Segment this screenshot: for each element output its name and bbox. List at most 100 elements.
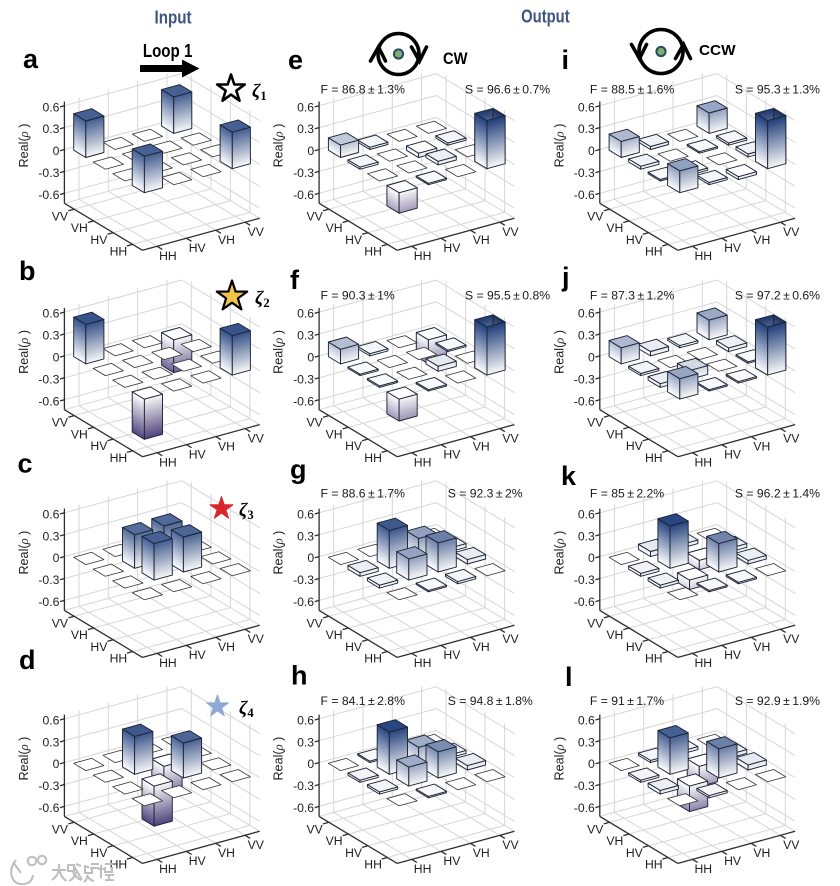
svg-text:Input: Input bbox=[155, 6, 192, 27]
svg-text:g: g bbox=[290, 455, 307, 485]
svg-text:S = 92.3 ± 2%: S = 92.3 ± 2% bbox=[448, 486, 523, 500]
svg-text:0.3: 0.3 bbox=[42, 122, 59, 136]
svg-text:-0.6: -0.6 bbox=[574, 394, 595, 408]
svg-text:HH: HH bbox=[110, 652, 128, 666]
svg-text:Real(ρ ): Real(ρ ) bbox=[17, 737, 31, 781]
svg-text:Real(ρ ): Real(ρ ) bbox=[272, 124, 286, 168]
svg-text:-0.6: -0.6 bbox=[38, 188, 59, 202]
svg-text:HV: HV bbox=[443, 241, 461, 255]
svg-text:VH: VH bbox=[753, 439, 770, 453]
svg-text:VV: VV bbox=[783, 431, 800, 445]
svg-text:CCW: CCW bbox=[699, 42, 736, 59]
svg-text:-0.6: -0.6 bbox=[574, 801, 595, 815]
svg-text:-0.3: -0.3 bbox=[38, 779, 59, 793]
svg-text:HH: HH bbox=[159, 656, 177, 670]
svg-text:Real(ρ ): Real(ρ ) bbox=[552, 737, 566, 781]
svg-text:HH: HH bbox=[414, 656, 432, 670]
svg-text:0.3: 0.3 bbox=[42, 735, 59, 749]
svg-text:HH: HH bbox=[694, 249, 712, 263]
svg-text:0.3: 0.3 bbox=[42, 329, 59, 343]
svg-text:VH: VH bbox=[218, 846, 235, 860]
svg-text:HH: HH bbox=[645, 245, 663, 259]
svg-text:HV: HV bbox=[189, 447, 207, 461]
svg-text:Real(ρ ): Real(ρ ) bbox=[552, 124, 566, 168]
svg-text:VV: VV bbox=[248, 838, 265, 852]
svg-text:VV: VV bbox=[52, 209, 69, 223]
svg-text:VH: VH bbox=[606, 427, 623, 441]
svg-text:VH: VH bbox=[71, 427, 88, 441]
svg-text:HH: HH bbox=[110, 245, 128, 259]
svg-text:F = 88.5 ± 1.6%: F = 88.5 ± 1.6% bbox=[590, 83, 675, 97]
svg-text:HV: HV bbox=[90, 640, 108, 654]
svg-text:HH: HH bbox=[414, 456, 432, 470]
svg-text:0: 0 bbox=[307, 757, 314, 771]
svg-text:HH: HH bbox=[159, 456, 177, 470]
svg-text:0.6: 0.6 bbox=[297, 507, 314, 521]
svg-text:-0.6: -0.6 bbox=[38, 394, 59, 408]
svg-text:VH: VH bbox=[606, 834, 623, 848]
svg-text:VH: VH bbox=[218, 439, 235, 453]
svg-text:VV: VV bbox=[783, 838, 800, 852]
svg-text:VH: VH bbox=[71, 834, 88, 848]
svg-text:0.6: 0.6 bbox=[297, 713, 314, 727]
svg-text:VV: VV bbox=[502, 838, 519, 852]
svg-text:Output: Output bbox=[521, 6, 570, 27]
svg-text:HH: HH bbox=[364, 245, 382, 259]
svg-text:Loop 1: Loop 1 bbox=[143, 41, 193, 61]
svg-text:Real(ρ ): Real(ρ ) bbox=[552, 330, 566, 374]
svg-text:VH: VH bbox=[473, 640, 490, 654]
svg-text:F = 88.6 ± 1.7%: F = 88.6 ± 1.7% bbox=[321, 486, 406, 500]
svg-text:VH: VH bbox=[71, 628, 88, 642]
svg-text:0.3: 0.3 bbox=[578, 329, 595, 343]
svg-text:VH: VH bbox=[473, 439, 490, 453]
svg-text:0.3: 0.3 bbox=[578, 735, 595, 749]
svg-text:0: 0 bbox=[53, 351, 60, 365]
svg-text:HV: HV bbox=[90, 439, 108, 453]
svg-text:-0.6: -0.6 bbox=[574, 595, 595, 609]
svg-text:-0.6: -0.6 bbox=[38, 595, 59, 609]
svg-text:HV: HV bbox=[345, 640, 363, 654]
svg-text:VV: VV bbox=[248, 632, 265, 646]
svg-text:-0.6: -0.6 bbox=[293, 801, 314, 815]
svg-text:HH: HH bbox=[364, 451, 382, 465]
svg-text:VV: VV bbox=[502, 632, 519, 646]
svg-text:S = 95.3 ± 1.3%: S = 95.3 ± 1.3% bbox=[735, 83, 820, 97]
svg-text:HV: HV bbox=[345, 233, 363, 247]
svg-text:VV: VV bbox=[502, 225, 519, 239]
svg-text:b: b bbox=[19, 256, 36, 286]
svg-text:0.6: 0.6 bbox=[578, 100, 595, 114]
svg-text:HV: HV bbox=[443, 648, 461, 662]
svg-text:VH: VH bbox=[753, 846, 770, 860]
svg-text:VV: VV bbox=[587, 822, 604, 836]
svg-text:VV: VV bbox=[587, 416, 604, 430]
svg-text:S = 94.8 ± 1.8%: S = 94.8 ± 1.8% bbox=[448, 694, 533, 708]
svg-text:VH: VH bbox=[606, 221, 623, 235]
svg-text:0.3: 0.3 bbox=[297, 735, 314, 749]
svg-text:0.6: 0.6 bbox=[42, 507, 59, 521]
svg-text:HV: HV bbox=[443, 447, 461, 461]
svg-text:S = 96.6 ± 0.7%: S = 96.6 ± 0.7% bbox=[465, 83, 550, 97]
svg-text:0: 0 bbox=[588, 757, 595, 771]
svg-text:F = 91 ± 1.7%: F = 91 ± 1.7% bbox=[590, 694, 664, 708]
svg-text:F = 85 ± 2.2%: F = 85 ± 2.2% bbox=[590, 486, 664, 500]
svg-text:-0.3: -0.3 bbox=[293, 372, 314, 386]
svg-text:HH: HH bbox=[645, 858, 663, 872]
svg-text:0: 0 bbox=[307, 351, 314, 365]
svg-text:0.6: 0.6 bbox=[578, 307, 595, 321]
svg-text:-0.3: -0.3 bbox=[38, 166, 59, 180]
svg-text:-0.6: -0.6 bbox=[293, 394, 314, 408]
svg-text:HV: HV bbox=[189, 648, 207, 662]
svg-text:0: 0 bbox=[307, 551, 314, 565]
svg-text:i: i bbox=[562, 45, 570, 75]
svg-text:HV: HV bbox=[90, 233, 108, 247]
svg-text:0.3: 0.3 bbox=[578, 122, 595, 136]
svg-text:0.3: 0.3 bbox=[42, 529, 59, 543]
svg-text:VV: VV bbox=[306, 616, 323, 630]
svg-text:VV: VV bbox=[587, 209, 604, 223]
svg-text:d: d bbox=[19, 645, 36, 675]
svg-text:Real(ρ ): Real(ρ ) bbox=[272, 737, 286, 781]
svg-text:HH: HH bbox=[364, 652, 382, 666]
svg-text:HV: HV bbox=[443, 854, 461, 868]
svg-text:F = 84.1 ± 2.8%: F = 84.1 ± 2.8% bbox=[321, 694, 406, 708]
svg-text:F = 86.8 ± 1.3%: F = 86.8 ± 1.3% bbox=[321, 83, 406, 97]
